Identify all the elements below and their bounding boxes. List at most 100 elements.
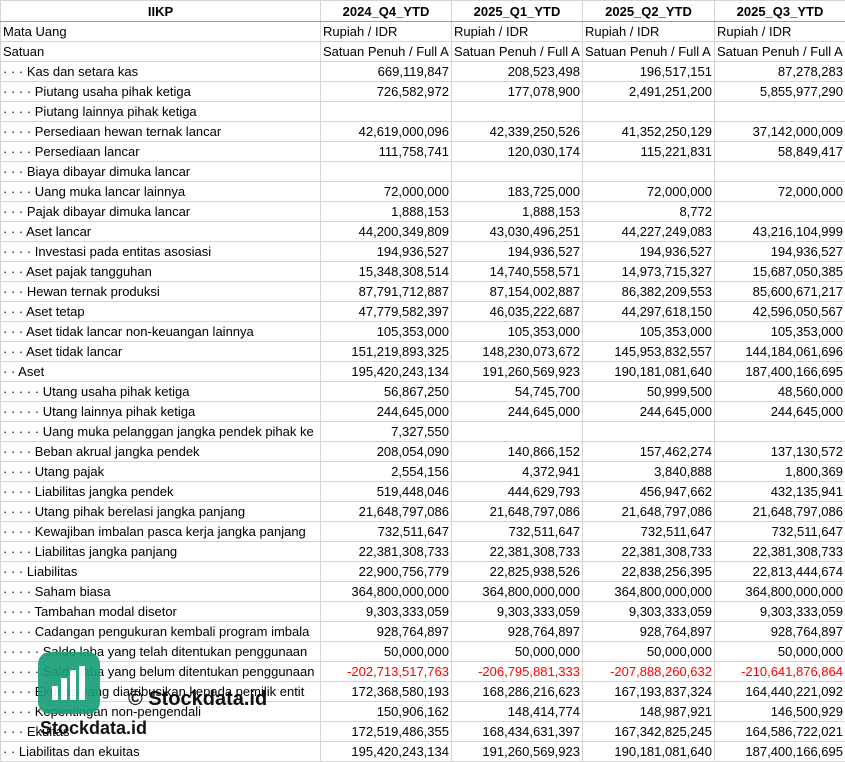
row-label[interactable]: · · · · Ekuitas yang diatribusikan kepad…: [1, 682, 321, 702]
row-label[interactable]: · · · · Persediaan hewan ternak lancar: [1, 122, 321, 142]
row-label[interactable]: · · Liabilitas dan ekuitas: [1, 742, 321, 762]
row-label[interactable]: · · · · · Saldo laba yang telah ditentuk…: [1, 642, 321, 662]
table-cell[interactable]: Rupiah / IDR: [321, 22, 452, 42]
table-cell[interactable]: 56,867,250: [321, 382, 452, 402]
table-cell[interactable]: 732,511,647: [452, 522, 583, 542]
table-cell[interactable]: 86,382,209,553: [583, 282, 715, 302]
table-cell[interactable]: 164,586,722,021: [715, 722, 845, 742]
row-label[interactable]: · · · Aset lancar: [1, 222, 321, 242]
table-cell[interactable]: 2,554,156: [321, 462, 452, 482]
table-cell[interactable]: 364,800,000,000: [583, 582, 715, 602]
table-cell[interactable]: 208,523,498: [452, 62, 583, 82]
column-header[interactable]: 2025_Q3_YTD: [715, 1, 845, 22]
table-cell[interactable]: Satuan Penuh / Full A: [715, 42, 845, 62]
table-cell[interactable]: 364,800,000,000: [452, 582, 583, 602]
row-label[interactable]: · · · · Persediaan lancar: [1, 142, 321, 162]
row-label[interactable]: · · · · Kepentingan non-pengendali: [1, 702, 321, 722]
table-cell[interactable]: 148,414,774: [452, 702, 583, 722]
row-label[interactable]: · · · · Investasi pada entitas asosiasi: [1, 242, 321, 262]
table-cell[interactable]: 208,054,090: [321, 442, 452, 462]
table-cell[interactable]: 85,600,671,217: [715, 282, 845, 302]
table-cell[interactable]: 41,352,250,129: [583, 122, 715, 142]
row-label[interactable]: Mata Uang: [1, 22, 321, 42]
row-label[interactable]: · · · · Tambahan modal disetor: [1, 602, 321, 622]
table-cell[interactable]: 22,381,308,733: [715, 542, 845, 562]
table-cell[interactable]: 72,000,000: [321, 182, 452, 202]
row-label[interactable]: · · · Hewan ternak produksi: [1, 282, 321, 302]
table-cell[interactable]: 928,764,897: [452, 622, 583, 642]
table-cell[interactable]: 48,560,000: [715, 382, 845, 402]
table-cell[interactable]: 187,400,166,695: [715, 362, 845, 382]
table-cell[interactable]: 148,230,073,672: [452, 342, 583, 362]
table-cell[interactable]: 115,221,831: [583, 142, 715, 162]
table-cell[interactable]: 58,849,417: [715, 142, 845, 162]
row-label[interactable]: · · · · Utang pajak: [1, 462, 321, 482]
table-cell[interactable]: -207,888,260,632: [583, 662, 715, 682]
table-cell[interactable]: 9,303,333,059: [452, 602, 583, 622]
table-cell[interactable]: [452, 162, 583, 182]
table-cell[interactable]: 1,888,153: [321, 202, 452, 222]
table-cell[interactable]: 21,648,797,086: [583, 502, 715, 522]
table-cell[interactable]: [715, 202, 845, 222]
row-label[interactable]: · · · · Beban akrual jangka pendek: [1, 442, 321, 462]
row-label[interactable]: · · · Pajak dibayar dimuka lancar: [1, 202, 321, 222]
table-cell[interactable]: 4,372,941: [452, 462, 583, 482]
table-cell[interactable]: 196,517,151: [583, 62, 715, 82]
row-label[interactable]: · · · Liabilitas: [1, 562, 321, 582]
table-cell[interactable]: 177,078,900: [452, 82, 583, 102]
table-cell[interactable]: 87,791,712,887: [321, 282, 452, 302]
table-cell[interactable]: [583, 422, 715, 442]
row-label[interactable]: · · · · · Uang muka pelanggan jangka pen…: [1, 422, 321, 442]
table-cell[interactable]: 194,936,527: [452, 242, 583, 262]
table-cell[interactable]: 194,936,527: [715, 242, 845, 262]
table-cell[interactable]: 444,629,793: [452, 482, 583, 502]
table-cell[interactable]: -206,795,881,333: [452, 662, 583, 682]
table-cell[interactable]: 1,800,369: [715, 462, 845, 482]
table-cell[interactable]: 42,619,000,096: [321, 122, 452, 142]
table-cell[interactable]: 9,303,333,059: [715, 602, 845, 622]
table-cell[interactable]: [321, 162, 452, 182]
table-cell[interactable]: 726,582,972: [321, 82, 452, 102]
table-cell[interactable]: 168,286,216,623: [452, 682, 583, 702]
table-cell[interactable]: 22,813,444,674: [715, 562, 845, 582]
table-cell[interactable]: 111,758,741: [321, 142, 452, 162]
row-label[interactable]: · · · · · Utang lainnya pihak ketiga: [1, 402, 321, 422]
table-cell[interactable]: 1,888,153: [452, 202, 583, 222]
table-cell[interactable]: 167,193,837,324: [583, 682, 715, 702]
table-cell[interactable]: 50,000,000: [452, 642, 583, 662]
table-cell[interactable]: Satuan Penuh / Full A: [321, 42, 452, 62]
table-cell[interactable]: 14,973,715,327: [583, 262, 715, 282]
row-label[interactable]: · · · · Saham biasa: [1, 582, 321, 602]
column-header[interactable]: 2024_Q4_YTD: [321, 1, 452, 22]
table-cell[interactable]: 87,278,283: [715, 62, 845, 82]
table-cell[interactable]: 732,511,647: [321, 522, 452, 542]
table-cell[interactable]: 187,400,166,695: [715, 742, 845, 762]
table-cell[interactable]: 244,645,000: [452, 402, 583, 422]
table-cell[interactable]: [715, 102, 845, 122]
table-cell[interactable]: 145,953,832,557: [583, 342, 715, 362]
table-cell[interactable]: [321, 102, 452, 122]
table-cell[interactable]: 50,999,500: [583, 382, 715, 402]
table-cell[interactable]: 54,745,700: [452, 382, 583, 402]
table-cell[interactable]: 140,866,152: [452, 442, 583, 462]
column-header[interactable]: 2025_Q1_YTD: [452, 1, 583, 22]
table-cell[interactable]: 244,645,000: [321, 402, 452, 422]
table-cell[interactable]: 22,381,308,733: [583, 542, 715, 562]
table-cell[interactable]: [715, 162, 845, 182]
table-cell[interactable]: 21,648,797,086: [321, 502, 452, 522]
row-label[interactable]: · · · Aset tidak lancar non-keuangan lai…: [1, 322, 321, 342]
table-cell[interactable]: 47,779,582,397: [321, 302, 452, 322]
table-cell[interactable]: 364,800,000,000: [321, 582, 452, 602]
table-cell[interactable]: 194,936,527: [583, 242, 715, 262]
table-cell[interactable]: 42,596,050,567: [715, 302, 845, 322]
table-cell[interactable]: 195,420,243,134: [321, 362, 452, 382]
table-cell[interactable]: 167,342,825,245: [583, 722, 715, 742]
table-cell[interactable]: 14,740,558,571: [452, 262, 583, 282]
table-cell[interactable]: 432,135,941: [715, 482, 845, 502]
table-cell[interactable]: 148,987,921: [583, 702, 715, 722]
table-cell[interactable]: 172,519,486,355: [321, 722, 452, 742]
table-cell[interactable]: [715, 422, 845, 442]
table-cell[interactable]: 43,216,104,999: [715, 222, 845, 242]
table-cell[interactable]: 105,353,000: [452, 322, 583, 342]
row-label[interactable]: · · · Aset tidak lancar: [1, 342, 321, 362]
